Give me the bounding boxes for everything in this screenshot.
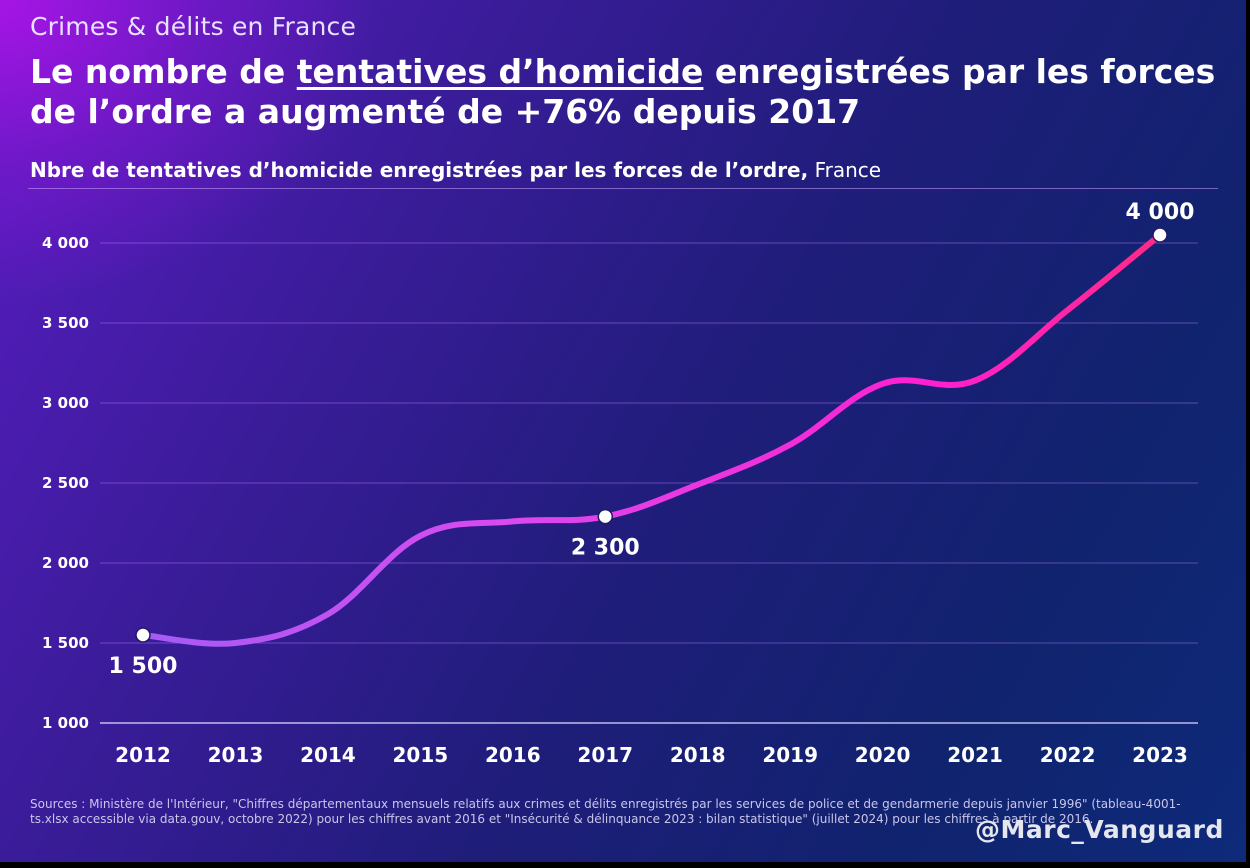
x-tick-label: 2016 bbox=[485, 743, 541, 767]
x-tick-label: 2018 bbox=[670, 743, 726, 767]
data-label-2012: 1 500 bbox=[109, 654, 178, 679]
chart-subtitle-bold: Nbre de tentatives d’homicide enregistré… bbox=[30, 158, 809, 182]
series-line-group bbox=[140, 232, 1163, 647]
data-point-2017 bbox=[597, 508, 614, 525]
y-tick-label: 2 500 bbox=[42, 474, 89, 492]
headline-start: Le nombre de bbox=[30, 52, 297, 91]
headline: Le nombre de tentatives d’homicide enreg… bbox=[30, 52, 1220, 132]
x-tick-label: 2023 bbox=[1132, 743, 1188, 767]
y-tick-label: 3 000 bbox=[42, 394, 89, 412]
x-tick-label: 2017 bbox=[577, 743, 633, 767]
data-label-2023: 4 000 bbox=[1126, 200, 1195, 225]
y-tick-label: 2 000 bbox=[42, 554, 89, 572]
y-tick-label: 1 500 bbox=[42, 634, 89, 652]
grid-lines bbox=[100, 242, 1198, 724]
x-tick-label: 2015 bbox=[393, 743, 449, 767]
chart-subtitle: Nbre de tentatives d’homicide enregistré… bbox=[30, 158, 881, 182]
y-tick-label: 1 000 bbox=[42, 714, 89, 732]
y-tick-label: 4 000 bbox=[42, 234, 89, 252]
x-tick-label: 2013 bbox=[208, 743, 264, 767]
x-tick-label: 2014 bbox=[300, 743, 356, 767]
sources-note: Sources : Ministère de l'Intérieur, "Chi… bbox=[30, 797, 1181, 826]
x-tick-label: 2020 bbox=[855, 743, 911, 767]
y-tick-label: 3 500 bbox=[42, 314, 89, 332]
data-point-2012 bbox=[135, 627, 151, 643]
x-tick-label: 2021 bbox=[947, 743, 1003, 767]
y-axis-ticks: 1 000 1 500 2 000 2 500 3 000 3 500 4 000 bbox=[42, 234, 89, 732]
subtitle-divider bbox=[28, 188, 1218, 189]
headline-underlined: tentatives d’homicide bbox=[296, 52, 704, 91]
x-tick-label: 2012 bbox=[115, 743, 171, 767]
data-point-2023 bbox=[1152, 227, 1168, 243]
headline-end: enregistrées par les forces de l’ordre a… bbox=[30, 52, 1216, 131]
kicker-title: Crimes & délits en France bbox=[30, 12, 357, 41]
chart-subtitle-light: France bbox=[808, 158, 882, 182]
x-tick-label: 2022 bbox=[1040, 743, 1096, 767]
x-axis-ticks: 2012 2013 2014 2015 2016 2017 2018 2019 2020 2021… bbox=[115, 743, 1188, 767]
series-line bbox=[140, 232, 1163, 647]
author-handle: @Marc_Vanguard bbox=[975, 815, 1224, 844]
data-label-2017: 2 300 bbox=[571, 536, 640, 561]
x-tick-label: 2019 bbox=[762, 743, 818, 767]
annotation-markers: 1 500 2 300 4 000 bbox=[109, 200, 1195, 679]
